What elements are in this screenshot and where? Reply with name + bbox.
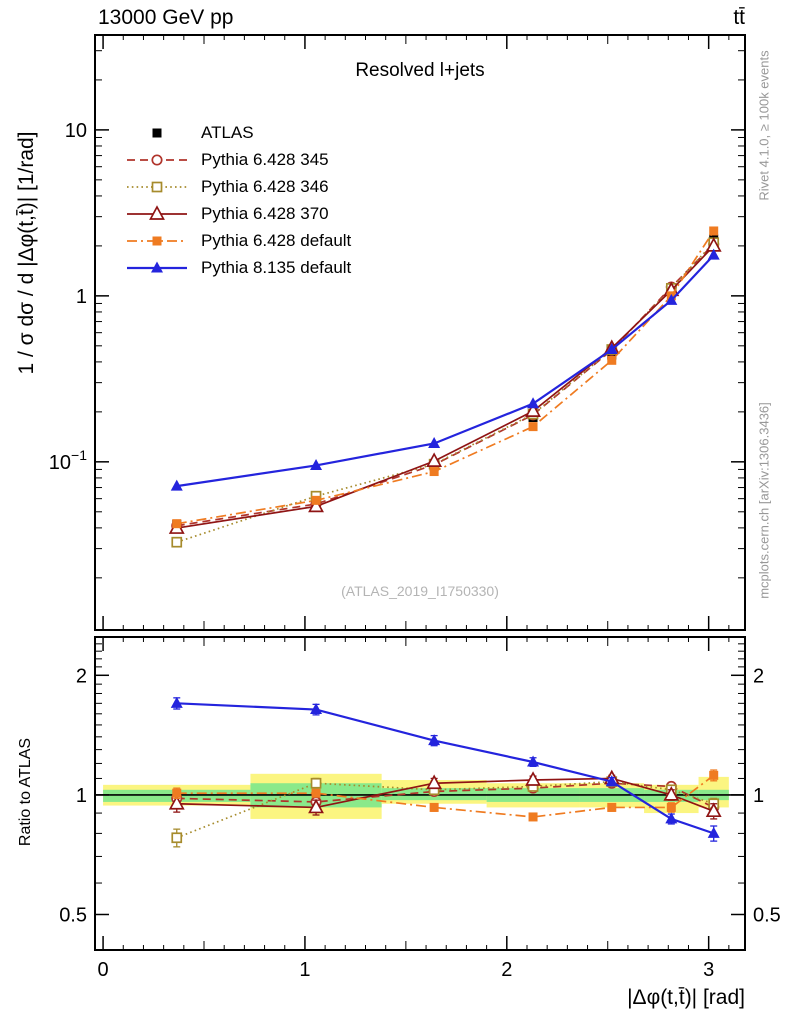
legend-item-p6_default: Pythia 6.428 default: [125, 227, 351, 254]
legend-item-p8_default: Pythia 8.135 default: [125, 254, 351, 281]
legend-label-p6_default: Pythia 6.428 default: [201, 230, 352, 250]
svg-text:1: 1: [76, 785, 87, 807]
beam-energy-label: 13000 GeV pp: [98, 6, 234, 29]
series-p6_default: [172, 226, 719, 822]
series-p6_345: [171, 238, 720, 814]
legend-item-p6_370: Pythia 6.428 370: [125, 200, 351, 227]
svg-text:1: 1: [299, 959, 310, 981]
svg-text:1: 1: [76, 286, 87, 308]
legend-marker-atlas: [152, 128, 162, 137]
legend-marker-p8_default: [127, 261, 187, 272]
main-y-axis-label: 1 / σ dσ / d |Δφ(t,t̄)| [1/rad]: [15, 131, 38, 375]
legend: ATLAS Pythia 6.428 345 Pythia 6.428 346 Pyt…: [125, 119, 351, 281]
legend-marker-p6_370: [127, 204, 187, 220]
legend-marker-p6_default: [127, 236, 187, 245]
legend-item-p6_346: Pythia 6.428 346: [125, 173, 351, 200]
rivet-version-note: Rivet 4.1.0, ≥ 100k events: [756, 50, 772, 201]
x-axis-label: |Δφ(t,t̄)| [rad]: [627, 986, 745, 1009]
svg-text:2: 2: [76, 665, 87, 687]
legend-label-p6_370: Pythia 6.428 370: [201, 203, 329, 223]
legend-label-atlas: ATLAS: [201, 122, 254, 142]
legend-label-p6_345: Pythia 6.428 345: [201, 149, 329, 169]
legend-item-atlas: ATLAS: [125, 119, 351, 146]
panel-title: Resolved l+jets: [355, 60, 485, 81]
ratio-y-axis-label: Ratio to ATLAS: [17, 737, 34, 847]
svg-text:2: 2: [753, 665, 764, 687]
legend-item-p6_345: Pythia 6.428 345: [125, 146, 351, 173]
legend-marker-p6_345: [127, 153, 187, 166]
series-p8_default: [170, 248, 720, 842]
svg-text:0: 0: [98, 959, 109, 981]
legend-label-p6_346: Pythia 6.428 346: [201, 176, 329, 196]
svg-text:0.5: 0.5: [753, 904, 781, 926]
analysis-watermark: (ATLAS_2019_I1750330): [341, 583, 499, 599]
legend-label-p8_default: Pythia 8.135 default: [201, 257, 352, 277]
legend-marker-p6_346: [127, 181, 187, 192]
svg-text:10−1: 10−1: [49, 447, 87, 474]
svg-text:3: 3: [703, 959, 714, 981]
series-p6_370: [168, 237, 722, 820]
process-label: tt̄: [733, 6, 745, 29]
svg-text:2: 2: [501, 959, 512, 981]
svg-text:10: 10: [65, 120, 87, 142]
svg-text:1: 1: [753, 785, 764, 807]
svg-text:0.5: 0.5: [59, 904, 87, 926]
axis-ticks: [95, 35, 745, 950]
mcplots-credit: mcplots.cern.ch [arXiv:1306.3436]: [756, 402, 772, 599]
